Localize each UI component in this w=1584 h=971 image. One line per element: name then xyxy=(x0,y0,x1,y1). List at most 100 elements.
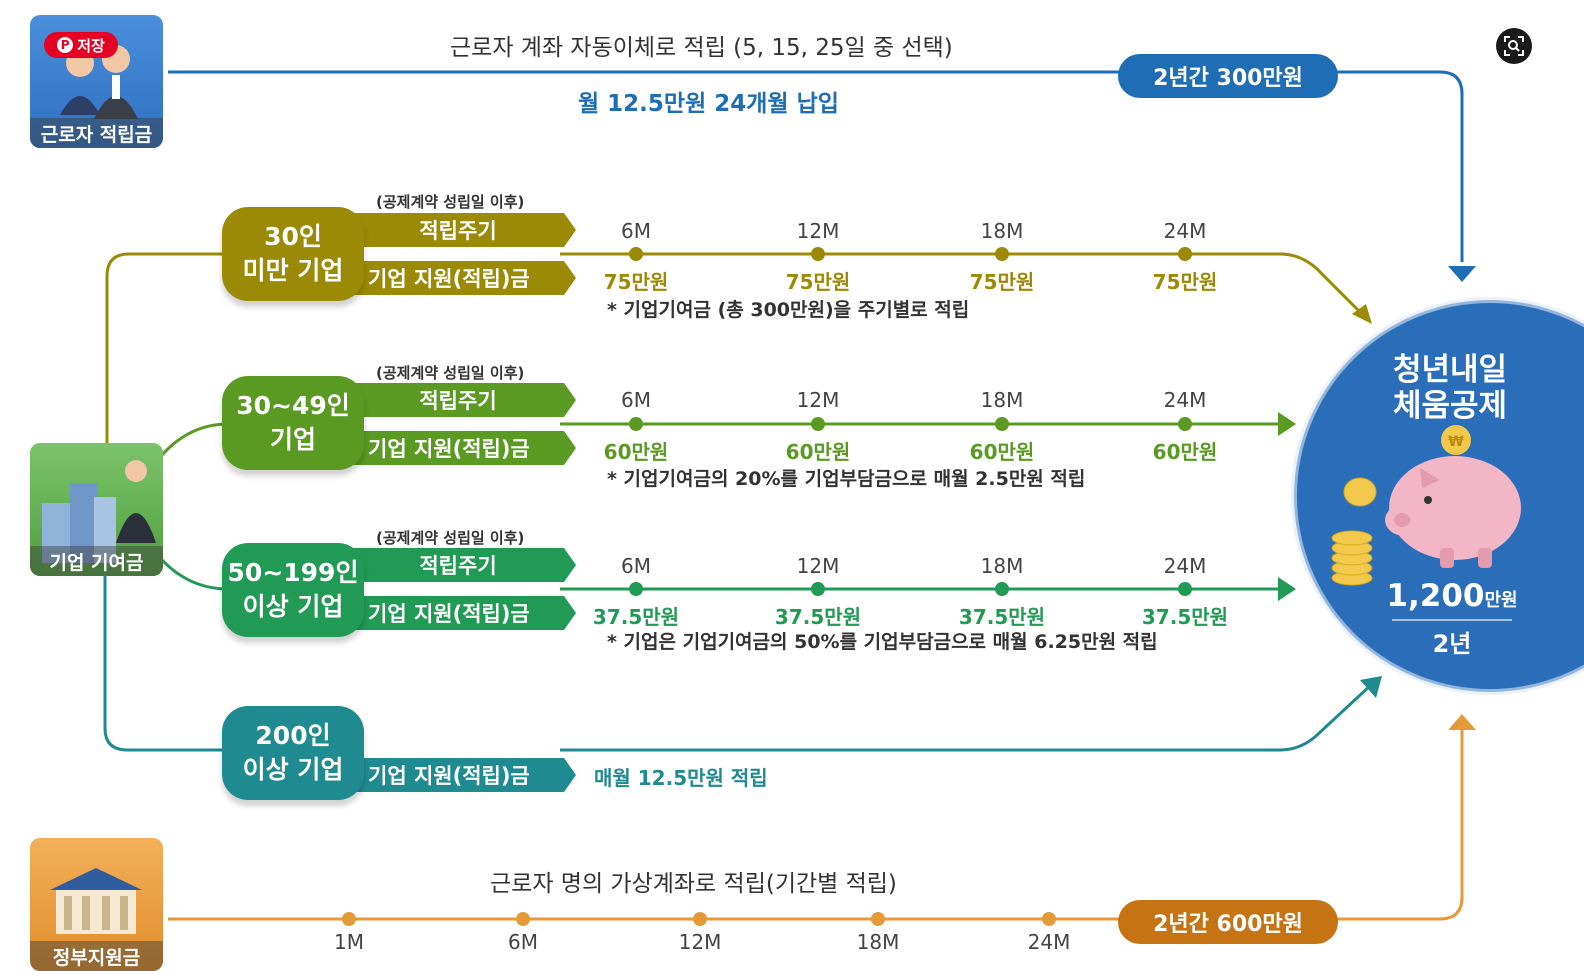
tier3-dots xyxy=(629,582,1192,596)
worker-icon-caption: 근로자 적립금 xyxy=(30,118,163,148)
worker-title: 근로자 계좌 자동이체로 적립 (5, 15, 25일 중 선택) xyxy=(450,35,953,61)
tier3-support-tag: 기업 지원(적립)금 xyxy=(350,596,576,630)
tier2-cycle-tag: 적립주기 xyxy=(350,383,576,417)
tier2-label-line2: 기업 xyxy=(269,425,316,454)
tier2-tick-4: 24M xyxy=(1163,388,1207,412)
tier2-note-top: (공제계약 성립일 이후) xyxy=(376,364,525,382)
tier1-amount-2: 75만원 xyxy=(785,270,851,294)
tier3-note-top: (공제계약 성립일 이후) xyxy=(376,529,525,547)
tier4-flow-line xyxy=(560,682,1374,752)
tier4-monthly-note: 매월 12.5만원 적립 xyxy=(594,766,768,790)
tier2-amount-1: 60만원 xyxy=(603,440,669,464)
tier2-branch-line xyxy=(160,422,229,457)
tier2-label: 30~49인 기업 xyxy=(222,376,364,470)
tier1-flow-arrowhead xyxy=(1352,304,1372,324)
tier2-amount-4: 60만원 xyxy=(1152,440,1218,464)
tier2-label-line1: 30~49인 xyxy=(236,391,350,420)
company-building-icon xyxy=(42,460,156,563)
tier1-amount-1: 75만원 xyxy=(603,270,669,294)
tier1-amount-3: 75만원 xyxy=(969,270,1035,294)
tier3-flow-arrowhead xyxy=(1278,577,1296,601)
government-icon-box: 정부지원금 xyxy=(30,838,163,971)
tier3-amount-3: 37.5만원 xyxy=(958,605,1046,629)
tier4-flow-arrowhead xyxy=(1360,676,1382,698)
tier3-footnote: * 기업은 기업기여금의 50%를 기업부담금으로 매월 6.25만원 적립 xyxy=(607,631,1158,653)
visual-search-icon xyxy=(1504,36,1524,56)
company-icon-caption: 기업 기여금 xyxy=(30,546,163,576)
tier4-label: 200인 이상 기업 xyxy=(222,706,364,800)
tier2-flow-arrowhead xyxy=(1278,412,1296,436)
tier1-label-line1: 30인 xyxy=(264,222,322,251)
government-tick-5: 24M xyxy=(1027,930,1071,954)
tier3-amount-1: 37.5만원 xyxy=(592,605,680,629)
government-total-pill: 2년간 600만원 xyxy=(1118,900,1338,944)
worker-total-pill: 2년간 300만원 xyxy=(1118,54,1338,98)
government-dots xyxy=(342,912,1056,926)
tier1-support-tag: 기업 지원(적립)금 xyxy=(350,261,576,295)
tier1-tick-3: 18M xyxy=(980,219,1024,243)
government-flow-line xyxy=(168,730,1464,921)
result-amount-number: 1,200 xyxy=(1386,578,1485,614)
tier3-label: 50~199인 이상 기업 xyxy=(222,543,364,637)
tier2-tick-3: 18M xyxy=(980,388,1024,412)
tier1-amount-4: 75만원 xyxy=(1152,270,1218,294)
tier3-tick-2: 12M xyxy=(796,554,840,578)
tier3-label-line2: 이상 기업 xyxy=(242,592,344,621)
tier1-label: 30인 미만 기업 xyxy=(222,207,364,301)
tier1-tick-2: 12M xyxy=(796,219,840,243)
pinterest-save-button[interactable]: P 저장 xyxy=(44,32,118,58)
tier4-label-line2: 이상 기업 xyxy=(242,755,344,784)
result-title-line1: 청년내일 xyxy=(1392,352,1508,388)
tier2-amount-3: 60만원 xyxy=(969,440,1035,464)
result-title-line2: 체움공제 xyxy=(1392,388,1508,424)
tier3-tick-4: 24M xyxy=(1163,554,1207,578)
result-period: 2년 xyxy=(1432,630,1472,658)
tier1-flow-line xyxy=(560,252,1364,316)
tier1-tick-1: 6M xyxy=(621,219,651,243)
tier1-footnote: * 기업기여금 (총 300만원)을 주기별로 적립 xyxy=(607,299,970,321)
worker-flow-arrowhead xyxy=(1448,266,1476,282)
pinterest-save-label: 저장 xyxy=(77,36,105,55)
tier1-dots xyxy=(629,247,1192,261)
tier4-label-line1: 200인 xyxy=(255,721,331,750)
pinterest-logo-icon: P xyxy=(57,37,74,53)
government-tick-1: 1M xyxy=(334,930,364,954)
government-icon-caption: 정부지원금 xyxy=(30,941,163,971)
tier3-amount-4: 37.5만원 xyxy=(1141,605,1229,629)
visual-search-button[interactable] xyxy=(1496,28,1532,64)
piggy-bank-icon: ₩ xyxy=(1385,425,1521,568)
tier3-amount-2: 37.5만원 xyxy=(774,605,862,629)
result-amount-unit: 만원 xyxy=(1484,590,1518,611)
government-tick-2: 6M xyxy=(508,930,538,954)
tier2-amount-2: 60만원 xyxy=(785,440,851,464)
tier4-branch-line xyxy=(103,575,228,752)
government-tick-3: 12M xyxy=(678,930,722,954)
government-building-icon xyxy=(50,868,142,934)
company-icon-box: 기업 기여금 xyxy=(30,443,163,576)
tier3-branch-line xyxy=(160,558,229,591)
tier1-branch-line xyxy=(105,252,228,445)
tier3-tick-3: 18M xyxy=(980,554,1024,578)
tier2-footnote: * 기업기여금의 20%를 기업부담금으로 매월 2.5만원 적립 xyxy=(607,468,1086,490)
tier3-cycle-tag: 적립주기 xyxy=(350,548,576,582)
tier1-cycle-tag: 적립주기 xyxy=(350,213,576,247)
worker-subtitle: 월 12.5만원 24개월 납입 xyxy=(578,91,839,117)
tier1-tick-4: 24M xyxy=(1163,219,1207,243)
svg-text:₩: ₩ xyxy=(1448,434,1464,450)
government-tick-4: 18M xyxy=(856,930,900,954)
tier4-support-tag: 기업 지원(적립)금 xyxy=(350,758,576,792)
tier2-tick-2: 12M xyxy=(796,388,840,412)
coin-stack-icon xyxy=(1331,477,1377,586)
tier1-note-top: (공제계약 성립일 이후) xyxy=(376,193,525,211)
tier1-label-line2: 미만 기업 xyxy=(242,256,344,285)
tier2-dots xyxy=(629,417,1192,431)
tier2-support-tag: 기업 지원(적립)금 xyxy=(350,431,576,465)
result-amount: 1,200만원 xyxy=(1372,578,1532,614)
government-title: 근로자 명의 가상계좌로 적립(기간별 적립) xyxy=(490,871,897,897)
tier2-tick-1: 6M xyxy=(621,388,651,412)
worker-flow-line xyxy=(168,70,1464,262)
tier3-tick-1: 6M xyxy=(621,554,651,578)
tier3-label-line1: 50~199인 xyxy=(227,558,359,587)
government-flow-arrowhead xyxy=(1448,714,1476,730)
